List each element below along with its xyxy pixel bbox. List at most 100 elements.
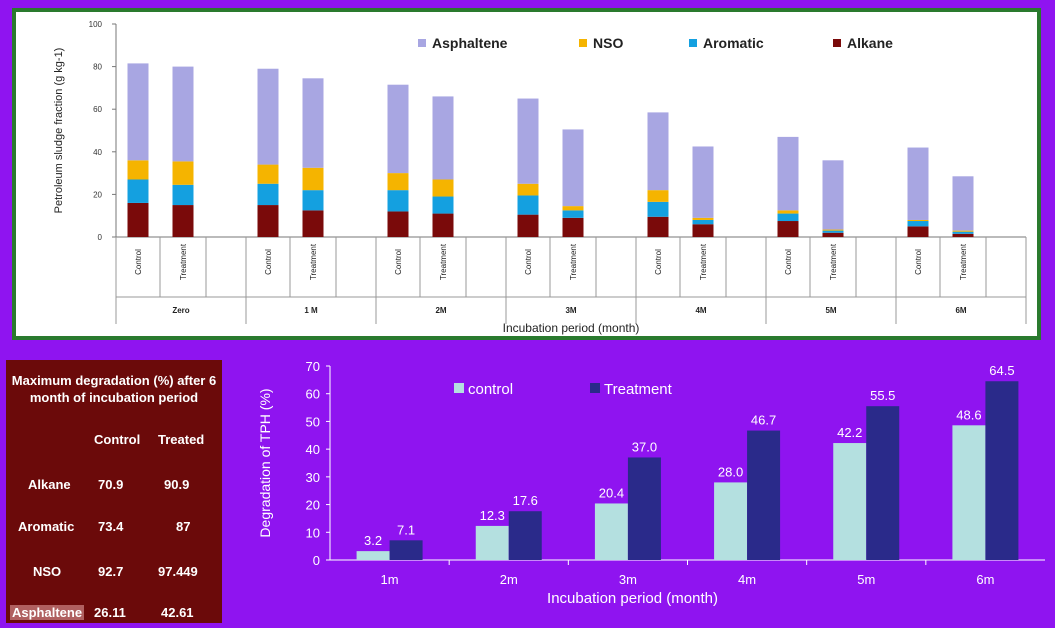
bar-segment-nso — [302, 167, 324, 191]
bar-segment-nso — [822, 229, 844, 231]
bar-control — [714, 482, 748, 560]
data-label: 17.6 — [513, 493, 538, 508]
x-tick-label: 1m — [381, 572, 399, 587]
bar-segment-asphaltene — [777, 136, 799, 211]
bar-segment-alkane — [172, 205, 194, 237]
bar-segment-nso — [647, 190, 669, 202]
table-cell-control: 26.11 — [94, 605, 126, 620]
bar-treatment — [627, 457, 661, 560]
table-cell-treated: 97.449 — [158, 564, 198, 579]
bar-segment-nso — [127, 160, 149, 180]
data-label: 64.5 — [989, 363, 1014, 378]
x-tick-label: 2m — [500, 572, 518, 587]
legend-swatch — [579, 39, 587, 47]
table-title: Maximum degradation (%) after 6 month of… — [11, 373, 217, 405]
bar-segment-alkane — [777, 221, 799, 237]
bar-label: Treatment — [829, 243, 838, 280]
x-axis-title: Incubation period (month) — [503, 321, 640, 335]
bar-segment-aromatic — [647, 201, 669, 217]
table-row-label: Asphaltene — [10, 605, 85, 620]
data-label: 48.6 — [956, 407, 981, 422]
y-tick-label: 0 — [313, 553, 320, 568]
group-label: 2M — [435, 306, 446, 315]
group-label: 1 M — [304, 306, 318, 315]
bar-segment-nso — [907, 219, 929, 222]
bar-segment-aromatic — [907, 221, 929, 227]
table-cell-treated: 42.61 — [161, 605, 194, 620]
bar-label: Control — [914, 249, 923, 275]
table-row-label: NSO — [33, 564, 62, 579]
bar-segment-asphaltene — [822, 160, 844, 230]
bar-label: Treatment — [309, 243, 318, 280]
data-label: 55.5 — [870, 388, 895, 403]
legend-label: control — [468, 381, 513, 398]
y-tick-label: 60 — [93, 105, 102, 114]
bar-segment-nso — [517, 183, 539, 196]
bar-segment-alkane — [387, 211, 409, 237]
bar-segment-nso — [257, 164, 279, 184]
group-label: 6M — [955, 306, 966, 315]
bar-treatment — [985, 381, 1019, 560]
legend-swatch — [590, 383, 600, 393]
x-axis-title: Incubation period (month) — [547, 590, 718, 607]
legend-label: NSO — [593, 35, 623, 51]
table-header-control: Control — [94, 432, 141, 447]
bar-segment-asphaltene — [127, 63, 149, 161]
table-row-label: Aromatic — [18, 519, 75, 534]
bar-segment-aromatic — [127, 179, 149, 203]
legend-swatch — [454, 383, 464, 393]
bar-segment-alkane — [692, 224, 714, 237]
bar-control — [356, 551, 390, 560]
bar-label: Treatment — [699, 243, 708, 280]
y-tick-label: 40 — [306, 442, 320, 457]
stacked-bar-chart-panel: 0 20 40 60 80 100 Petroleum sludge fraction (g… — [12, 8, 1041, 340]
bar-treatment — [866, 406, 900, 560]
bar-segment-nso — [777, 210, 799, 214]
x-tick-label: 5m — [857, 572, 875, 587]
bar-treatment — [747, 430, 781, 560]
bar-segment-aromatic — [822, 230, 844, 233]
bar-segment-asphaltene — [562, 129, 584, 207]
y-tick-label: 50 — [306, 414, 320, 429]
bar-segment-alkane — [517, 214, 539, 237]
bar-segment-asphaltene — [517, 98, 539, 184]
bar-segment-aromatic — [562, 210, 584, 218]
legend-label: Treatment — [604, 381, 673, 398]
bar-segment-aromatic — [257, 183, 279, 206]
bar-segment-nso — [562, 206, 584, 211]
bar-segment-nso — [172, 161, 194, 185]
data-label: 20.4 — [599, 485, 624, 500]
legend-swatch — [689, 39, 697, 47]
legend-label: Asphaltene — [432, 35, 508, 51]
data-label: 42.2 — [837, 425, 862, 440]
bar-segment-alkane — [562, 217, 584, 237]
bar-segment-asphaltene — [692, 146, 714, 218]
bar-label: Control — [264, 249, 273, 275]
y-tick-label: 40 — [93, 148, 102, 157]
bar-segment-alkane — [907, 226, 929, 237]
y-axis-title: Degradation of TPH (%) — [257, 388, 273, 537]
bar-label: Control — [134, 249, 143, 275]
group-label: 3M — [565, 306, 576, 315]
y-tick-label: 0 — [98, 233, 103, 242]
bar-segment-asphaltene — [907, 147, 929, 220]
bar-label: Treatment — [959, 243, 968, 280]
bar-segment-asphaltene — [387, 84, 409, 174]
bar-segment-aromatic — [432, 196, 454, 214]
table-row-label: Alkane — [28, 477, 71, 492]
stacked-bar-chart: 0 20 40 60 80 100 Petroleum sludge fraction (g… — [53, 20, 1027, 335]
bar-control — [594, 503, 628, 560]
bar-treatment — [389, 540, 423, 560]
data-label: 7.1 — [397, 522, 415, 537]
bar-segment-alkane — [647, 216, 669, 237]
bar-segment-alkane — [822, 232, 844, 237]
degradation-bar-chart: 0 10 20 30 40 50 60 70 Degradation of TPH (%) 3.2… — [257, 359, 1045, 607]
bar-treatment — [508, 511, 542, 560]
bar-segment-nso — [432, 179, 454, 197]
group-label: 5M — [825, 306, 836, 315]
bar-segment-aromatic — [302, 190, 324, 211]
bar-label: Control — [394, 249, 403, 275]
y-tick-label: 20 — [306, 498, 320, 513]
y-tick-label: 100 — [89, 20, 103, 29]
bar-control — [952, 425, 986, 560]
